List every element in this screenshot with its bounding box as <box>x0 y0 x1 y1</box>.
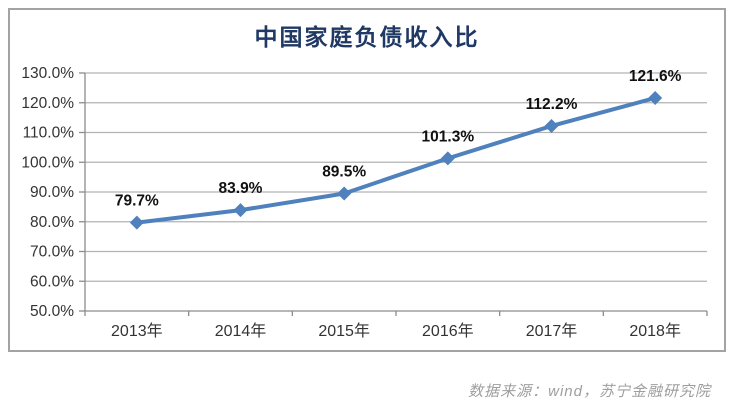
x-tick-label: 2013年 <box>111 322 163 340</box>
data-label: 101.3% <box>422 128 475 145</box>
y-tick-label: 50.0% <box>30 303 74 320</box>
data-point-marker <box>129 215 144 230</box>
series-line <box>134 95 658 225</box>
y-tick-label: 120.0% <box>21 95 74 112</box>
data-point-marker <box>440 151 455 166</box>
x-tick-label: 2014年 <box>215 322 267 340</box>
y-tick-label: 130.0% <box>21 65 74 82</box>
chart-frame <box>8 8 726 352</box>
data-label: 121.6% <box>629 68 682 85</box>
y-tick-label: 80.0% <box>30 214 74 231</box>
source-note: 数据来源：wind，苏宁金融研究院 <box>468 383 711 400</box>
x-tick-label: 2017年 <box>526 322 578 340</box>
x-tick-label: 2018年 <box>629 322 681 340</box>
y-tick-label: 90.0% <box>30 184 74 201</box>
y-gridlines <box>85 72 707 282</box>
data-point-marker <box>544 118 559 133</box>
chart-title: 中国家庭负债收入比 <box>254 24 480 51</box>
x-tick-label: 2015年 <box>318 322 370 340</box>
y-tick-label: 100.0% <box>21 154 74 171</box>
x-tick-label: 2016年 <box>422 322 474 340</box>
y-tick-label: 110.0% <box>23 125 75 142</box>
data-labels: 79.7% 83.9% 89.5% 101.3% 112.2% 121.6% <box>115 68 682 210</box>
data-label: 89.5% <box>322 163 366 180</box>
data-label: 79.7% <box>115 193 159 210</box>
data-point-marker <box>337 186 352 201</box>
data-label: 112.2% <box>526 96 578 113</box>
data-label: 83.9% <box>219 180 263 197</box>
series-markers <box>129 90 663 230</box>
y-tick-label: 70.0% <box>30 244 74 261</box>
data-point-marker <box>648 90 663 105</box>
y-tick-label: 60.0% <box>30 273 74 290</box>
axes: 50.0% 60.0% 70.0% 80.0% 90.0% 100.0% 110.0% 120… <box>21 65 708 340</box>
data-point-marker <box>233 203 248 218</box>
